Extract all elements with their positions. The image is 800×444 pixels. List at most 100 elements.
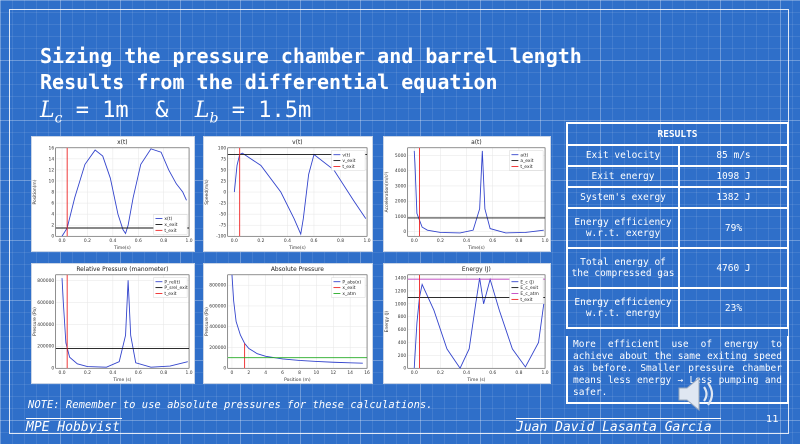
y-tick-label: 0 (223, 190, 226, 196)
legend-entry: t_exit (342, 164, 354, 170)
y-tick-label: -100 (216, 234, 226, 240)
footer-line-left (26, 418, 122, 419)
result-value: 85 m/s (678, 144, 789, 167)
chart-title: x(t) (117, 140, 127, 146)
x-axis-label: Time(s) (467, 245, 485, 251)
y-tick-label: 4 (51, 212, 54, 218)
result-label: Exit velocity (566, 144, 680, 167)
chart-title: v(t) (292, 140, 302, 146)
slide-title-line-1: Sizing the pressure chamber and barrel l… (40, 44, 582, 68)
y-tick-label: 10 (49, 178, 55, 184)
legend-box (331, 277, 366, 298)
legend-box (331, 150, 366, 171)
x-tick-label: 0.0 (59, 238, 66, 244)
result-row: Energy efficiency w.r.t. exergy 79% (566, 207, 789, 249)
legend-entry: t_exit (164, 291, 176, 297)
x-tick-label: 0.8 (160, 238, 167, 244)
x-tick-label: 8 (298, 370, 301, 376)
x-tick-label: 0.6 (489, 370, 496, 376)
x-tick-label: 1.0 (542, 370, 549, 376)
x-tick-label: 0.2 (257, 238, 264, 244)
result-value: 1382 J (678, 186, 789, 209)
y-tick-label: 1000 (395, 214, 406, 220)
result-row: Exit energy 1098 J (566, 165, 789, 188)
legend-entry: P_abs(x) (342, 279, 361, 285)
plot-area (55, 274, 190, 369)
chart-acceleration: a(t) 0.0 0.2 0.4 0.6 0.8 1.0 0 1000 2000 3000 4000 5… (383, 136, 551, 252)
results-comment: More efficient use of energy to achieve … (566, 336, 789, 404)
y-tick-label: 200000 (209, 345, 226, 351)
legend-entry: t_exit (164, 228, 176, 234)
x-tick-label: 0.4 (109, 370, 116, 376)
legend-entry: t_exit (520, 164, 532, 170)
x-tick-label: 1.0 (186, 370, 193, 376)
y-tick-label: 75 (221, 156, 227, 162)
y-axis-label: Acceleration(m/s²) (384, 171, 390, 212)
x-tick-label: 0.6 (489, 238, 496, 244)
result-value: 1098 J (678, 165, 789, 188)
footer-brand: MPE Hobbyist (26, 420, 120, 435)
x-tick-label: 2 (247, 370, 250, 376)
x-axis-label: Time (s) (466, 377, 485, 383)
y-tick-label: 200000 (37, 344, 54, 350)
speaker-icon[interactable] (675, 374, 719, 414)
x-tick-label: 0.0 (231, 238, 238, 244)
y-tick-label: 0 (223, 366, 226, 372)
legend-entry: v_exit (342, 158, 355, 164)
y-tick-label: 14 (49, 156, 55, 162)
results-table: RESULTS Exit velocity 85 m/s Exit energy 1… (566, 122, 789, 329)
y-axis-label: Speed(m/s) (204, 179, 210, 205)
x-tick-label: 0.2 (84, 370, 91, 376)
y-tick-label: 2000 (395, 199, 406, 205)
eq-var-1: L (40, 98, 55, 123)
slide-title-line-2: Results from the differential equation (40, 70, 498, 94)
x-tick-label: 16 (364, 370, 370, 376)
y-tick-label: 400 (398, 340, 407, 346)
eq-var-2: L (194, 98, 210, 123)
chart-title: Energy (J) (462, 267, 491, 273)
chart-velocity: v(t) 0.0 0.2 0.4 0.6 0.8 1.0 -100 -75 -50 -25 0 25 50… (203, 136, 373, 252)
x-tick-label: 0.2 (437, 370, 444, 376)
y-tick-label: 0 (51, 366, 54, 372)
x-axis-label: Position (m) (284, 377, 311, 383)
y-tick-label: 800 (398, 314, 407, 320)
x-tick-label: 0.6 (135, 370, 142, 376)
result-label: Exit energy (566, 165, 680, 188)
result-row: Total energy of the compressed gas 4760 J (566, 247, 789, 289)
x-tick-label: 0.8 (515, 370, 522, 376)
x-tick-label: 0.6 (135, 238, 142, 244)
legend-entry: P_srel_exit (164, 285, 188, 291)
result-label: Total energy of the compressed gas (566, 247, 680, 289)
y-tick-label: 1400 (395, 276, 406, 282)
chart-title: Relative Pressure (manometer) (76, 267, 168, 273)
pressure-note: NOTE: Remember to use absolute pressures… (28, 399, 433, 411)
legend-entry: P_rel(t) (164, 279, 180, 285)
legend-entry: x(t) (164, 216, 172, 222)
y-tick-label: 800000 (37, 278, 54, 284)
eq-sub-1: c (54, 110, 63, 127)
footer-author: Juan David Lasanta Garcia (516, 420, 712, 435)
y-tick-label: 3000 (395, 183, 406, 189)
y-tick-label: -50 (219, 212, 226, 218)
page-number: 11 (766, 414, 779, 425)
y-axis-label: Position(m) (32, 179, 38, 204)
footer-line-right (516, 418, 721, 419)
y-tick-label: 800000 (209, 283, 226, 289)
y-tick-label: 50 (221, 167, 227, 173)
x-tick-label: 0.0 (59, 370, 66, 376)
series-line (413, 277, 545, 370)
y-axis-label: Energy (J) (384, 310, 390, 332)
x-tick-label: 1.0 (364, 238, 371, 244)
y-tick-label: 4000 (395, 168, 406, 174)
y-tick-label: 1000 (395, 301, 406, 307)
result-label: Energy efficiency w.r.t. exergy (566, 207, 680, 249)
plot-area (55, 147, 190, 237)
x-tick-label: 0 (231, 370, 234, 376)
legend-entry: x_atm (342, 291, 356, 297)
y-tick-label: 600000 (209, 303, 226, 309)
plot-area (407, 147, 546, 237)
y-tick-label: 8 (51, 190, 54, 196)
y-tick-label: -75 (219, 223, 226, 229)
x-tick-label: 4 (264, 370, 267, 376)
